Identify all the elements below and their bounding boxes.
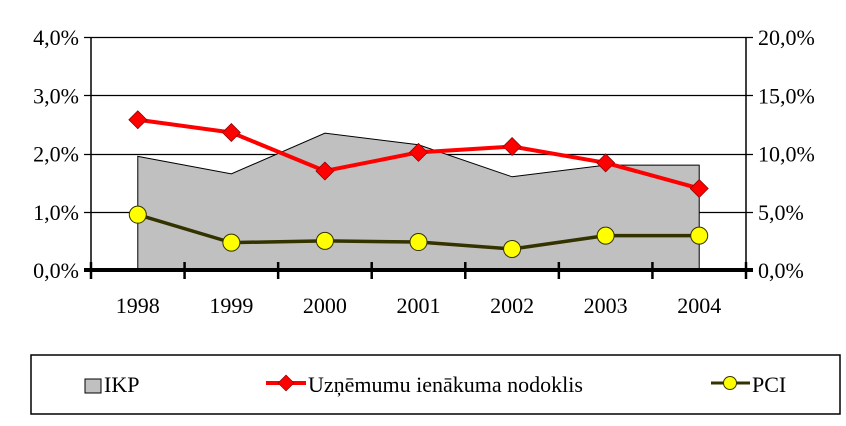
- axes: [84, 37, 753, 279]
- x-tick-label: 2004: [677, 293, 721, 318]
- diamond-marker-icon: [315, 161, 335, 181]
- y-right-tick-label: 15,0%: [758, 83, 815, 108]
- y-right-tick-label: 20,0%: [758, 25, 815, 50]
- legend-item-ikp: IKP: [84, 372, 139, 397]
- x-tick-label: 2003: [584, 293, 628, 318]
- legend-box: [30, 354, 841, 415]
- legend-label-pci: PCI: [752, 372, 786, 397]
- legend-diamond-marker-icon: [277, 374, 295, 392]
- circle-marker-icon: [222, 233, 241, 252]
- x-tick-label: 2001: [397, 293, 441, 318]
- ikp-area: [137, 132, 700, 271]
- y-axis-right-labels: 0,0% 5,0% 10,0% 15,0% 20,0%: [758, 25, 815, 283]
- y-right-tick-label: 10,0%: [758, 142, 815, 167]
- diamond-marker-icon: [596, 153, 616, 173]
- diamond-marker-icon: [221, 123, 241, 143]
- x-tick-label: 2000: [303, 293, 347, 318]
- x-tick-label: 2002: [490, 293, 534, 318]
- legend-label-ikp: IKP: [104, 372, 139, 397]
- legend-label-corporate-tax: Uzņēmumu ienākuma nodoklis: [308, 372, 583, 397]
- x-tick-label: 1999: [209, 293, 253, 318]
- x-axis-labels: 1998 1999 2000 2001 2002 2003 2004: [116, 293, 721, 318]
- circle-marker-icon: [315, 231, 334, 250]
- x-tick-label: 1998: [116, 293, 160, 318]
- diamond-marker-icon: [689, 178, 709, 198]
- y-left-tick-label: 2,0%: [33, 142, 79, 167]
- circle-marker-icon: [128, 205, 147, 224]
- circle-marker-icon: [409, 233, 428, 252]
- circle-marker-icon: [596, 226, 615, 245]
- legend-circle-marker-icon: [723, 376, 737, 390]
- series-pci-line: [128, 205, 709, 259]
- legend-swatch-area-icon: [84, 378, 102, 394]
- y-axis-left-labels: 0,0% 1,0% 2,0% 3,0% 4,0%: [33, 25, 79, 283]
- series-ikp-area: [137, 132, 700, 271]
- legend-item-pci: PCI: [711, 372, 786, 397]
- y-right-tick-label: 5,0%: [758, 200, 804, 225]
- diamond-marker-icon: [502, 137, 522, 157]
- series-corporate-tax-line: [128, 110, 709, 198]
- y-left-tick-label: 1,0%: [33, 200, 79, 225]
- y-left-tick-label: 0,0%: [33, 258, 79, 283]
- diamond-marker-icon: [128, 110, 148, 130]
- legend-item-corporate-tax: Uzņēmumu ienākuma nodoklis: [266, 372, 583, 397]
- circle-marker-icon: [690, 226, 709, 245]
- y-left-tick-label: 3,0%: [33, 83, 79, 108]
- circle-marker-icon: [503, 240, 522, 259]
- y-right-tick-label: 0,0%: [758, 258, 804, 283]
- y-left-tick-label: 4,0%: [33, 25, 79, 50]
- legend: IKP Uzņēmumu ienākuma nodoklis PCI: [30, 354, 841, 415]
- diamond-marker-icon: [409, 142, 428, 162]
